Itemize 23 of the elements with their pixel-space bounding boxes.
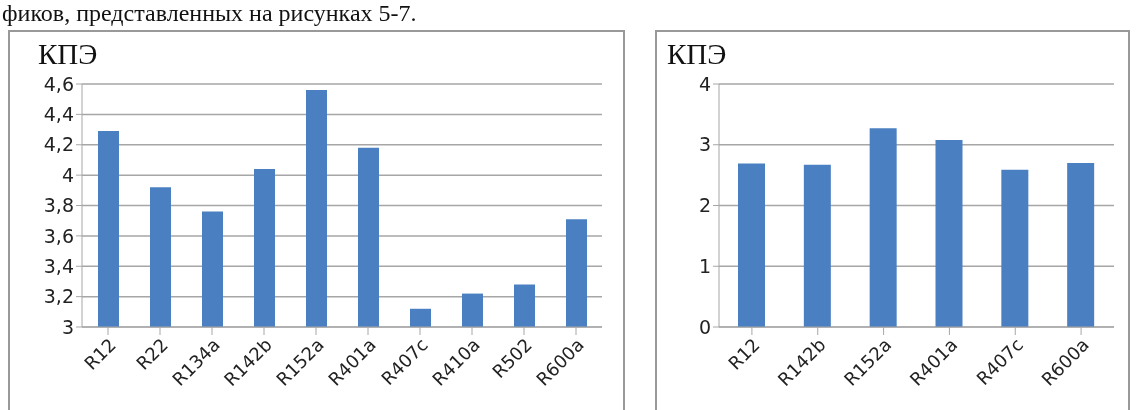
bar xyxy=(803,164,831,327)
bar xyxy=(1067,162,1095,327)
y-tick-label: 4 xyxy=(61,163,74,186)
y-axis-title: КПЭ xyxy=(667,38,727,71)
y-tick-label: 4,6 xyxy=(43,72,74,95)
bar xyxy=(869,128,897,327)
y-axis-title: КПЭ xyxy=(38,38,98,71)
y-tick-label: 2 xyxy=(698,194,711,217)
y-tick-label: 3 xyxy=(61,315,74,338)
bar xyxy=(935,139,963,327)
y-tick-label: 1 xyxy=(698,254,711,277)
y-tick-label: 3,2 xyxy=(43,285,74,308)
y-tick-label: 3,4 xyxy=(43,254,74,277)
y-tick-label: 4,4 xyxy=(43,103,74,126)
y-tick-label: 3,6 xyxy=(43,224,74,247)
bar xyxy=(1001,169,1029,327)
y-tick-label: 4 xyxy=(698,72,711,95)
bar xyxy=(738,163,765,327)
y-tick-label: 0 xyxy=(698,315,711,338)
y-tick-label: 3,8 xyxy=(43,194,74,217)
y-tick-label: 4,2 xyxy=(43,133,74,156)
y-tick-label: 3 xyxy=(698,133,711,156)
text: фиков, представленных на рисунках 5-7. xyxy=(2,0,417,27)
